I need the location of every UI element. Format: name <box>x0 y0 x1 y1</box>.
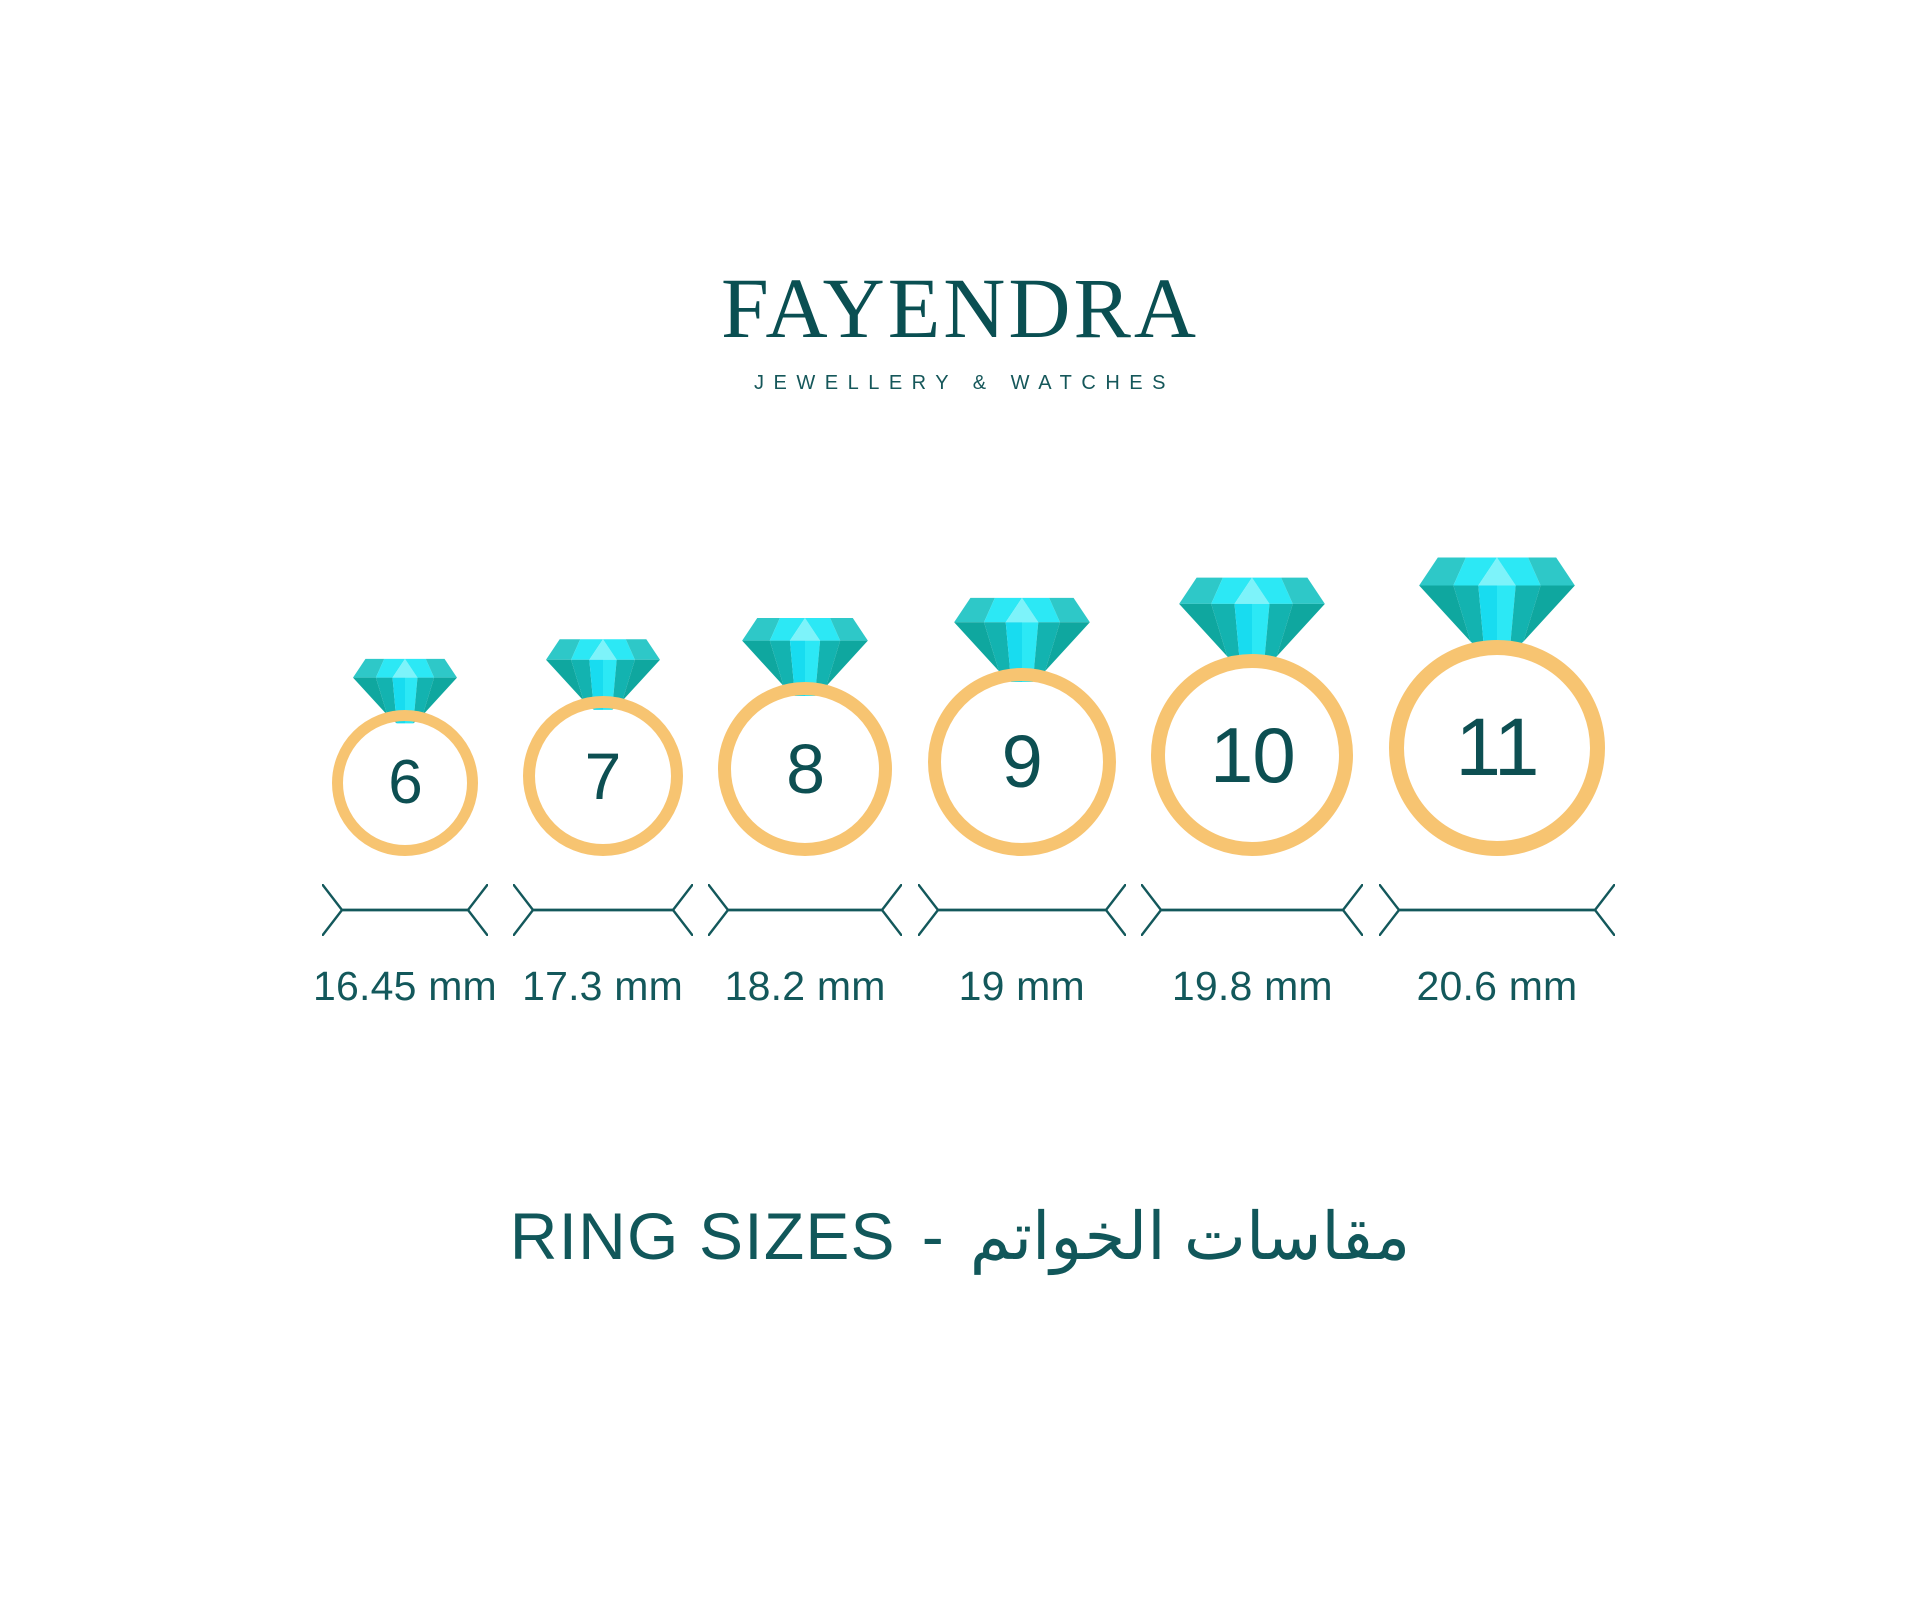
ring-band: 8 <box>718 681 893 856</box>
ring-size-item[interactable]: 9 19 mm <box>917 587 1126 1009</box>
ring-size-item[interactable]: 11 20.6 mm <box>1378 545 1615 1009</box>
ring-size-number: 6 <box>388 747 422 817</box>
ring-band: 6 <box>331 709 478 856</box>
brand-name: FAYENDRA <box>721 260 1199 356</box>
diamond-icon <box>1179 577 1326 668</box>
ring-size-item[interactable]: 10 19.8 mm <box>1141 566 1364 1009</box>
ring-size-item[interactable]: 7 17.3 mm <box>512 630 693 1009</box>
diamond-icon <box>352 658 457 724</box>
ring-size-number: 9 <box>1001 719 1043 803</box>
diamond-icon <box>953 597 1090 682</box>
ring-illustration: 6 <box>331 650 478 856</box>
ring-band: 9 <box>927 667 1116 856</box>
ring-diameter-label: 19.8 mm <box>1171 962 1333 1009</box>
ring-size-row: 6 16.45 mm 7 17.3 mm 8 18.2 mm 9 19 mm 10 19.8 mm… <box>175 545 1745 1007</box>
ring-size-number: 10 <box>1209 710 1296 799</box>
ring-size-item[interactable]: 6 16.45 mm <box>313 650 497 1007</box>
ring-illustration: 7 <box>522 630 683 856</box>
brand-tagline: JEWELLERY & WATCHES <box>754 371 1175 394</box>
ring-diameter-label: 16.45 mm <box>313 962 497 1009</box>
ring-diameter-label: 19 mm <box>958 962 1085 1009</box>
ring-band: 11 <box>1388 639 1605 856</box>
diameter-dimension-arrow <box>512 883 693 936</box>
chart-title-separator: - <box>921 1198 944 1273</box>
ring-illustration: 11 <box>1388 545 1605 856</box>
chart-title-arabic: مقاسات الخواتم <box>969 1198 1411 1273</box>
diameter-dimension-arrow <box>1378 883 1615 936</box>
ring-band: 10 <box>1151 653 1354 856</box>
ring-illustration: 8 <box>718 608 893 856</box>
ring-band: 7 <box>522 695 683 856</box>
ring-size-number: 11 <box>1455 701 1539 793</box>
diamond-icon <box>1419 557 1575 654</box>
ring-size-number: 8 <box>786 729 825 808</box>
ring-diameter-label: 18.2 mm <box>724 962 886 1009</box>
chart-title: RING SIZES - مقاسات الخواتم <box>510 1203 1411 1269</box>
diameter-dimension-arrow <box>917 883 1126 936</box>
ring-size-item[interactable]: 8 18.2 mm <box>708 608 903 1009</box>
brand-logo: FAYENDRA JEWELLERY & WATCHES <box>721 260 1199 395</box>
chart-title-english: RING SIZES <box>509 1198 896 1273</box>
ring-diameter-label: 17.3 mm <box>522 962 683 1009</box>
ring-illustration: 10 <box>1151 566 1354 856</box>
diameter-dimension-arrow <box>1141 883 1364 936</box>
ring-size-number: 7 <box>584 738 622 813</box>
ring-illustration: 9 <box>927 587 1116 856</box>
diameter-dimension-arrow <box>708 883 903 936</box>
diameter-dimension-arrow <box>321 883 488 936</box>
ring-diameter-label: 20.6 mm <box>1416 962 1578 1009</box>
